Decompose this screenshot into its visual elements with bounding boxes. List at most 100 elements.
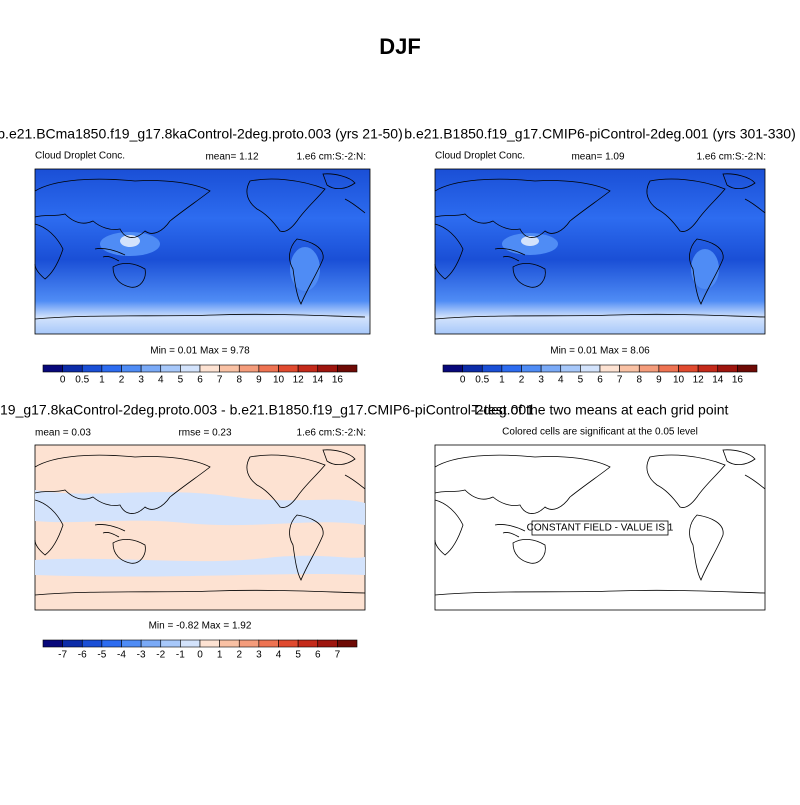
colorbar-label: -7 bbox=[58, 650, 67, 661]
colorbar-box bbox=[258, 364, 279, 373]
map bbox=[34, 168, 371, 335]
panel-title: T-test of the two means at each grid poi… bbox=[472, 402, 729, 418]
colorbar-box bbox=[238, 639, 260, 648]
colorbar-label: 10 bbox=[273, 375, 285, 386]
colorbar-label: 5 bbox=[295, 650, 301, 661]
colorbar-box bbox=[62, 639, 83, 648]
colorbar-box bbox=[121, 364, 142, 373]
colorbar-box bbox=[580, 364, 601, 373]
colorbar-box bbox=[160, 364, 181, 373]
colorbar-label: 3 bbox=[138, 375, 144, 386]
colorbar-box bbox=[199, 639, 220, 648]
colorbar-box bbox=[238, 364, 260, 373]
colorbar-box bbox=[638, 364, 660, 373]
colorbar-box bbox=[219, 364, 240, 373]
stats: Min = 0.01 Max = 9.78 bbox=[150, 346, 250, 357]
colorbar-box bbox=[101, 364, 122, 373]
colorbar: 0 0.5 1 2 3 4 5 6 7 8 9 10 12 14 16 bbox=[442, 364, 758, 386]
colorbar: -7 -6 -5 -4 -3 -2 -1 0 1 2 3 4 5 6 7 bbox=[42, 639, 358, 661]
panel-left: mean = 0.03 bbox=[35, 428, 91, 439]
panel-title: 19_g17.8kaControl-2deg.proto.003 - b.e21… bbox=[0, 402, 534, 418]
panel-title: b.e21.BCma1850.f19_g17.8kaControl-2deg.p… bbox=[0, 126, 403, 142]
colorbar-label: 1 bbox=[217, 650, 223, 661]
colorbar-box bbox=[297, 639, 319, 648]
colorbar-box bbox=[678, 364, 699, 373]
colorbar-label: 2 bbox=[119, 375, 125, 386]
colorbar-box bbox=[521, 364, 542, 373]
colorbar-label: -5 bbox=[97, 650, 106, 661]
colorbar-label: 8 bbox=[636, 375, 642, 386]
colorbar-label: 0 bbox=[60, 375, 66, 386]
colorbar-box bbox=[42, 639, 63, 648]
colorbar-box bbox=[278, 364, 299, 373]
panel-center: rmse = 0.23 bbox=[178, 428, 232, 439]
colorbar-box bbox=[62, 364, 83, 373]
colorbar-label: 14 bbox=[712, 375, 724, 386]
colorbar-label: 6 bbox=[597, 375, 603, 386]
colorbar-box bbox=[219, 639, 240, 648]
panel-left: Cloud Droplet Conc. bbox=[35, 151, 125, 162]
colorbar-box bbox=[540, 364, 562, 373]
colorbar-label: 0.5 bbox=[475, 375, 489, 386]
colorbar: 0 0.5 1 2 3 4 5 6 7 8 9 10 12 14 16 bbox=[42, 364, 358, 386]
colorbar-label: 7 bbox=[217, 375, 223, 386]
colorbar-box bbox=[501, 364, 522, 373]
colorbar-label: 7 bbox=[617, 375, 623, 386]
colorbar-label: -1 bbox=[176, 650, 185, 661]
colorbar-box bbox=[658, 364, 679, 373]
colorbar-box bbox=[717, 364, 738, 373]
panel-right: 1.e6 cm:S:-2:N: bbox=[297, 152, 366, 163]
colorbar-label: 2 bbox=[519, 375, 525, 386]
colorbar-label: 9 bbox=[656, 375, 662, 386]
colorbar-label: 12 bbox=[293, 375, 305, 386]
colorbar-box bbox=[737, 364, 758, 373]
colorbar-box bbox=[317, 364, 338, 373]
figure-title: DJF bbox=[379, 34, 421, 59]
map bbox=[434, 444, 766, 611]
colorbar-box bbox=[140, 364, 162, 373]
colorbar-label: -3 bbox=[137, 650, 146, 661]
colorbar-box bbox=[462, 364, 483, 373]
panel-center: mean= 1.09 bbox=[571, 152, 625, 163]
colorbar-label: 5 bbox=[578, 375, 584, 386]
panel-subtitle: Colored cells are significant at the 0.0… bbox=[502, 427, 698, 438]
panel-right: 1.e6 cm:S:-2:N: bbox=[697, 152, 766, 163]
colorbar-label: 6 bbox=[197, 375, 203, 386]
panel-title: b.e21.B1850.f19_g17.CMIP6-piControl-2deg… bbox=[404, 126, 795, 142]
colorbar-box bbox=[81, 639, 103, 648]
colorbar-box bbox=[297, 364, 319, 373]
colorbar-label: -4 bbox=[117, 650, 126, 661]
colorbar-label: 0 bbox=[197, 650, 203, 661]
annotation: CONSTANT FIELD - VALUE IS 1 bbox=[527, 523, 674, 534]
panel-left: Cloud Droplet Conc. bbox=[435, 151, 525, 162]
colorbar-box bbox=[180, 364, 201, 373]
colorbar-box bbox=[121, 639, 142, 648]
colorbar-label: 8 bbox=[236, 375, 242, 386]
colorbar-box bbox=[599, 364, 620, 373]
colorbar-label: 7 bbox=[335, 650, 341, 661]
colorbar-box bbox=[140, 639, 162, 648]
colorbar-label: 0 bbox=[460, 375, 466, 386]
map bbox=[434, 168, 766, 335]
colorbar-box bbox=[481, 364, 503, 373]
colorbar-label: 9 bbox=[256, 375, 262, 386]
colorbar-box bbox=[258, 639, 279, 648]
colorbar-box bbox=[160, 639, 181, 648]
colorbar-box bbox=[278, 639, 299, 648]
colorbar-box bbox=[42, 364, 63, 373]
stats: Min = -0.82 Max = 1.92 bbox=[149, 621, 252, 632]
colorbar-box bbox=[101, 639, 122, 648]
colorbar-label: 4 bbox=[158, 375, 164, 386]
colorbar-box bbox=[337, 639, 358, 648]
colorbar-box bbox=[317, 639, 338, 648]
colorbar-box bbox=[560, 364, 581, 373]
colorbar-label: 16 bbox=[732, 375, 744, 386]
colorbar-label: 1 bbox=[499, 375, 505, 386]
colorbar-label: 3 bbox=[256, 650, 262, 661]
colorbar-label: 14 bbox=[312, 375, 324, 386]
colorbar-label: -6 bbox=[78, 650, 87, 661]
colorbar-box bbox=[697, 364, 719, 373]
panel-right: 1.e6 cm:S:-2:N: bbox=[297, 428, 366, 439]
colorbar-label: 16 bbox=[332, 375, 344, 386]
